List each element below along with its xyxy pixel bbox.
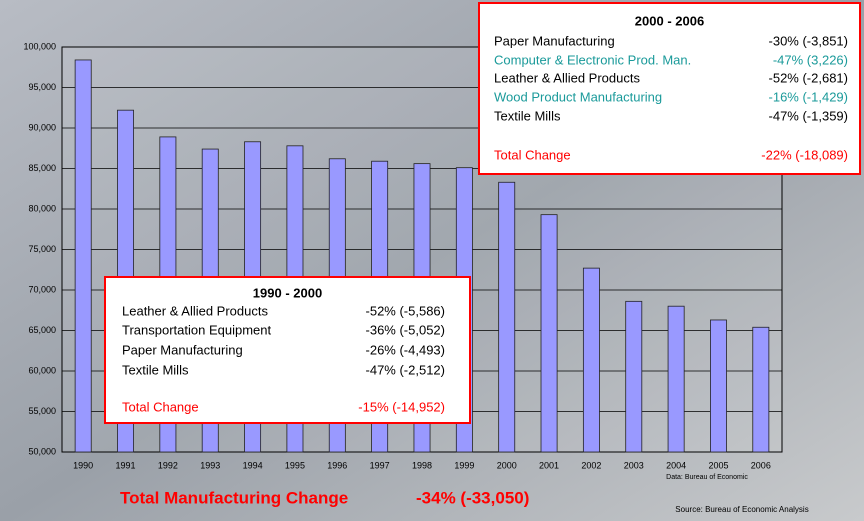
- annotation-total-value: -22% (-18,089): [761, 147, 848, 162]
- annotation-label: Paper Manufacturing: [494, 33, 615, 48]
- bar: [667, 305, 685, 453]
- annotation-total-value: -15% (-14,952): [358, 399, 445, 414]
- annotation-total-label: Total Change: [122, 399, 199, 414]
- y-tick-label: 60,000: [28, 365, 56, 375]
- annotation-value: -47% (3,226): [773, 52, 848, 67]
- annotation-value: -47% (-1,359): [769, 108, 848, 123]
- annotation-box: [104, 276, 471, 424]
- bar: [625, 300, 643, 453]
- annotation-value: -26% (-4,493): [366, 342, 445, 357]
- annotation-value: -16% (-1,429): [769, 89, 848, 104]
- annotation-label: Leather & Allied Products: [122, 303, 268, 318]
- annotation-box: [478, 2, 861, 175]
- annotation-label: Leather & Allied Products: [494, 70, 640, 85]
- bar: [540, 214, 558, 453]
- x-tick-label: 1993: [200, 460, 220, 470]
- y-tick-label: 50,000: [28, 446, 56, 456]
- data-note: Data: Bureau of Economic: [666, 474, 748, 481]
- annotation-label: Textile Mills: [122, 362, 189, 377]
- y-tick-label: 70,000: [28, 284, 56, 294]
- x-tick-label: 2004: [666, 460, 686, 470]
- bar: [582, 267, 600, 453]
- y-tick-label: 90,000: [28, 122, 56, 132]
- y-tick-label: 100,000: [23, 41, 56, 51]
- x-tick-label: 1994: [243, 460, 263, 470]
- footer-label: Total Manufacturing Change: [120, 488, 348, 507]
- x-tick-label: 2003: [624, 460, 644, 470]
- annotation-value: -47% (-2,512): [366, 362, 445, 377]
- bar: [74, 59, 92, 453]
- bar: [498, 181, 516, 453]
- x-tick-label: 1995: [285, 460, 305, 470]
- annotation-value: -36% (-5,052): [366, 322, 445, 337]
- annotation-value: -52% (-2,681): [769, 70, 848, 85]
- x-tick-label: 1999: [454, 460, 474, 470]
- annotation-label: Paper Manufacturing: [122, 342, 243, 357]
- x-tick-label: 1997: [370, 460, 390, 470]
- x-tick-label: 1998: [412, 460, 432, 470]
- x-tick-label: 2005: [708, 460, 728, 470]
- annotation-label: Transportation Equipment: [122, 322, 271, 337]
- y-tick-label: 85,000: [28, 163, 56, 173]
- x-tick-label: 1992: [158, 460, 178, 470]
- y-tick-label: 95,000: [28, 82, 56, 92]
- annotation-label: Computer & Electronic Prod. Man.: [494, 52, 691, 67]
- source-note: Source: Bureau of Economic Analysis: [675, 505, 808, 514]
- x-tick-label: 1990: [73, 460, 93, 470]
- annotation-label: Textile Mills: [494, 108, 561, 123]
- annotation-label: Wood Product Manufacturing: [494, 89, 662, 104]
- x-tick-label: 2002: [581, 460, 601, 470]
- annotation-total-label: Total Change: [494, 147, 571, 162]
- x-tick-label: 2000: [497, 460, 517, 470]
- x-tick-label: 2006: [751, 460, 771, 470]
- x-tick-label: 1996: [327, 460, 347, 470]
- y-tick-label: 65,000: [28, 325, 56, 335]
- x-tick-label: 1991: [116, 460, 136, 470]
- annotation-title: 1990 - 2000: [253, 285, 322, 300]
- annotation-value: -52% (-5,586): [366, 303, 445, 318]
- bar: [752, 326, 770, 453]
- annotation-value: -30% (-3,851): [769, 33, 848, 48]
- x-tick-label: 2001: [539, 460, 559, 470]
- y-tick-label: 80,000: [28, 203, 56, 213]
- annotation-title: 2000 - 2006: [635, 13, 704, 28]
- footer-value: -34% (-33,050): [416, 488, 529, 507]
- y-tick-label: 75,000: [28, 244, 56, 254]
- y-tick-label: 55,000: [28, 406, 56, 416]
- bar: [710, 319, 727, 453]
